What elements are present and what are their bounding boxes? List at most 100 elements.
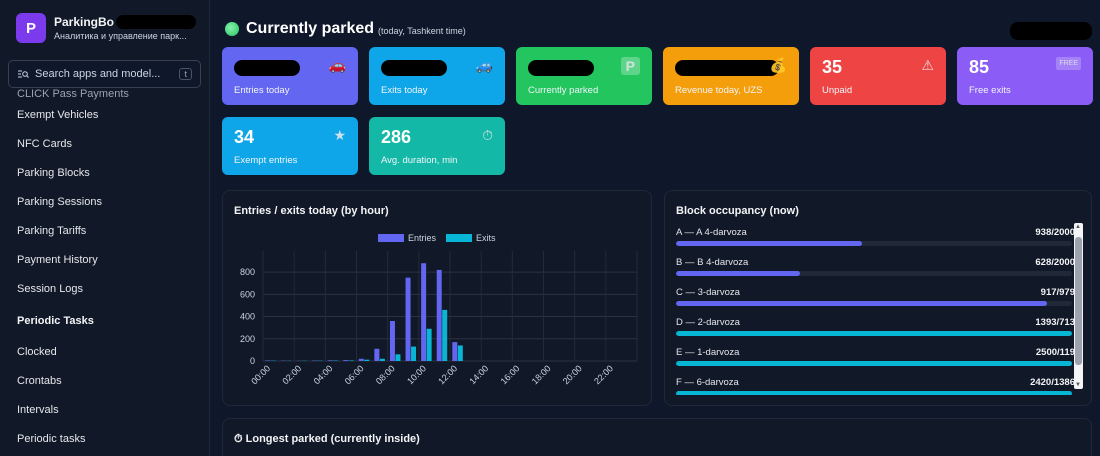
sidebar-item-payment-history[interactable]: Payment History — [17, 253, 98, 266]
stat-card-entries-today[interactable]: Entries today 🚗 — [222, 47, 358, 105]
sidebar-item-clocked[interactable]: Clocked — [17, 345, 57, 358]
star-icon: ★ — [333, 127, 346, 143]
stat-card-label: Exempt entries — [234, 155, 298, 166]
bar-exits — [379, 358, 385, 361]
x-tick-label: 14:00 — [467, 363, 490, 386]
occupancy-bar-fill — [676, 271, 801, 276]
x-tick-label: 16:00 — [499, 363, 522, 386]
stat-card-label: Currently parked — [528, 85, 599, 96]
redaction — [234, 60, 300, 77]
legend-exits[interactable]: Exits — [446, 233, 496, 243]
occupancy-row: B — B 4-darvoza 628/2000 — [665, 257, 1083, 287]
sidebar-item-parking-sessions[interactable]: Parking Sessions — [17, 195, 102, 208]
sidebar-item-click-pass-payments[interactable]: CLICK Pass Payments — [17, 88, 129, 100]
stat-card-label: Exits today — [381, 85, 428, 96]
stat-card-exempt-entries[interactable]: 34 Exempt entries ★ — [222, 117, 358, 175]
timer-icon: ⏱ — [482, 127, 493, 143]
sidebar: P ParkingBo Аналитика и управление парк.… — [0, 0, 210, 456]
y-tick-label: 400 — [240, 312, 255, 322]
sidebar-item-exempt-vehicles[interactable]: Exempt Vehicles — [17, 108, 99, 121]
occupancy-row: C — 3-darvoza 917/979 — [665, 287, 1083, 317]
car-icon: 🚗 — [328, 57, 346, 73]
sidebar-item-crontabs[interactable]: Crontabs — [17, 374, 62, 387]
stat-card-currently-parked[interactable]: Currently parked P — [516, 47, 652, 105]
occupancy-block-label: E — 1-darvoza — [676, 347, 740, 358]
bar-exits — [442, 309, 448, 361]
occupancy-bar-track — [676, 241, 1072, 246]
bar-entries — [436, 269, 442, 361]
redaction — [381, 60, 447, 77]
free-icon: FREE — [1056, 57, 1081, 70]
occupancy-block-label: C — 3-darvoza — [676, 287, 740, 298]
x-tick-label: 10:00 — [405, 363, 428, 386]
occupancy-bar-fill — [676, 391, 1072, 395]
search-box[interactable]: t — [8, 60, 201, 88]
sidebar-item-parking-blocks[interactable]: Parking Blocks — [17, 166, 90, 179]
occupancy-value: 2500/119 — [1035, 347, 1075, 358]
bar-entries — [343, 360, 349, 361]
longest-parked-title: ⏱ Longest parked (currently inside) — [234, 433, 420, 445]
legend-swatch — [446, 234, 473, 242]
scroll-up-icon[interactable]: ▲ — [1075, 224, 1081, 230]
bar-exits — [457, 345, 463, 361]
hourly-bar-chart: 0 200 400 600 800 00:00 02:00 04:00 06:00 08:00 10… — [240, 251, 638, 386]
search-icon — [18, 70, 29, 78]
bar-entries — [389, 321, 395, 361]
stat-card-unpaid[interactable]: 35 Unpaid ⚠ — [810, 47, 946, 105]
redaction — [1010, 22, 1092, 40]
bar-entries — [421, 263, 427, 361]
x-tick-label: 02:00 — [280, 363, 303, 386]
dashboard-main: Currently parked (today, Tashkent time) … — [210, 0, 1100, 456]
legend-entries[interactable]: Entries — [378, 233, 436, 243]
search-input[interactable] — [35, 68, 180, 80]
sidebar-item-nfc-cards[interactable]: NFC Cards — [17, 137, 73, 150]
sidebar-nav: CLICK Pass Payments Exempt Vehicles NFC … — [0, 86, 209, 453]
sidebar-item-intervals[interactable]: Intervals — [17, 403, 59, 416]
x-tick-label: 08:00 — [374, 363, 397, 386]
stat-card-free-exits[interactable]: 85 Free exits FREE — [957, 47, 1093, 105]
bar-exits — [364, 359, 370, 361]
occupancy-scrollbar[interactable]: ▲ ▼ — [1074, 223, 1083, 389]
occupancy-row: D — 2-darvoza 1393/713 — [665, 317, 1083, 347]
brand[interactable]: P ParkingBo Аналитика и управление парк.… — [0, 0, 209, 46]
bar-entries — [374, 348, 380, 361]
parking-icon: P — [620, 57, 640, 75]
occupancy-row: A — A 4-darvoza 938/2000 — [665, 227, 1083, 257]
occupancy-bar-fill — [676, 241, 862, 246]
bar-entries — [327, 360, 333, 361]
car-exit-icon: 🚙 — [475, 57, 493, 73]
money-icon: 💰 — [769, 57, 787, 73]
occupancy-block-label: F — 6-darvoza — [676, 377, 739, 388]
occupancy-title: Block occupancy (now) — [676, 205, 799, 217]
occupancy-value: 1393/713 — [1035, 317, 1075, 328]
warning-icon: ⚠ — [921, 57, 934, 73]
stat-card-label: Avg. duration, min — [381, 155, 458, 166]
scroll-down-icon[interactable]: ▼ — [1075, 382, 1081, 388]
scrollbar-thumb[interactable] — [1075, 237, 1082, 365]
occupancy-bar-track — [676, 361, 1072, 366]
y-tick-label: 200 — [240, 334, 255, 344]
occupancy-block-label: B — B 4-darvoza — [676, 257, 749, 268]
occupancy-row: E — 1-darvoza 2500/119 — [665, 347, 1083, 377]
x-tick-label: 18:00 — [530, 363, 553, 386]
occupancy-bar-track — [676, 301, 1072, 306]
sidebar-item-session-logs[interactable]: Session Logs — [17, 282, 84, 295]
x-tick-label: 04:00 — [312, 363, 335, 386]
page-header: Currently parked (today, Tashkent time) — [225, 20, 466, 38]
y-tick-label: 600 — [240, 289, 255, 299]
bar-exits — [411, 346, 417, 361]
stat-card-label: Revenue today, UZS — [675, 85, 763, 96]
sidebar-item-periodic-tasks[interactable]: Periodic tasks — [17, 432, 86, 445]
stat-card-avg-duration-min[interactable]: 286 Avg. duration, min ⏱ — [369, 117, 505, 175]
stat-card-exits-today[interactable]: Exits today 🚙 — [369, 47, 505, 105]
y-tick-label: 800 — [240, 267, 255, 277]
sidebar-item-parking-tariffs[interactable]: Parking Tariffs — [17, 224, 87, 237]
stat-card-label: Free exits — [969, 85, 1011, 96]
page-title: Currently parked — [246, 20, 375, 37]
stat-card-label: Entries today — [234, 85, 290, 96]
sidebar-section-periodic-tasks: Periodic Tasks — [17, 315, 94, 327]
page-subtitle: (today, Tashkent time) — [378, 26, 466, 36]
brand-logo: P — [16, 13, 46, 43]
redaction — [675, 60, 779, 77]
stat-card-revenue-today-uzs[interactable]: Revenue today, UZS 💰 — [663, 47, 799, 105]
